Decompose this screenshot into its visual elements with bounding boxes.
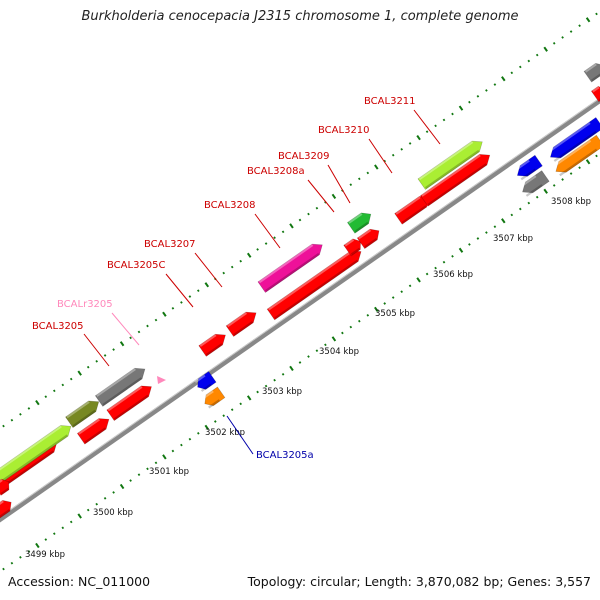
gene-label[interactable]: BCAL3209 xyxy=(278,151,330,162)
kbp-tick-label: 3503 kbp xyxy=(262,387,302,397)
gene-red[interactable] xyxy=(106,381,155,422)
leader-line xyxy=(165,273,194,308)
gene-features[interactable] xyxy=(0,60,600,520)
gene-blue[interactable] xyxy=(547,117,600,162)
kbp-tick-label: 3506 kbp xyxy=(433,270,473,280)
leader-line xyxy=(413,109,441,145)
gene-label[interactable]: BCAL3210 xyxy=(318,125,370,136)
map-title: Burkholderia cenocepacia J2315 chromosom… xyxy=(81,9,519,24)
leader-line xyxy=(368,138,393,174)
leader-line xyxy=(254,213,281,249)
gene-labels: BCAL3205 BCALr3205 BCAL3205C BCAL3207 BCAL32… xyxy=(32,96,416,461)
topology-stats-text: Topology: circular; Length: 3,870,082 bp… xyxy=(247,574,591,589)
gene-orange[interactable] xyxy=(201,386,226,409)
gene-gray[interactable] xyxy=(519,170,550,198)
gene-red[interactable] xyxy=(394,192,434,225)
kbp-tick-label: 3500 kbp xyxy=(93,508,133,518)
gene-gray[interactable] xyxy=(94,364,148,407)
gene-label[interactable]: BCAL3208 xyxy=(204,200,256,211)
chromosome-backbone xyxy=(0,97,600,523)
gene-lime[interactable] xyxy=(417,136,486,190)
leader-line xyxy=(83,333,110,367)
kbp-tick-label: 3508 kbp xyxy=(551,197,591,207)
leader-line xyxy=(194,252,223,288)
gene-red[interactable] xyxy=(0,497,15,520)
gene-magenta[interactable] xyxy=(257,239,326,293)
gene-orange[interactable] xyxy=(552,134,600,177)
gene-gray[interactable] xyxy=(583,60,600,83)
gene-red[interactable] xyxy=(356,225,382,250)
lower-dotted-scale xyxy=(2,154,598,571)
gene-red[interactable] xyxy=(0,477,12,496)
gene-label[interactable]: BCAL3205C xyxy=(107,260,166,271)
label-leader-lines xyxy=(83,109,441,455)
gene-blue[interactable] xyxy=(514,154,543,181)
kbp-tick-label: 3499 kbp xyxy=(25,550,65,560)
leader-line xyxy=(307,179,335,213)
gene-olive[interactable] xyxy=(65,396,103,429)
gene-label[interactable]: BCAL3211 xyxy=(364,96,416,107)
leader-line xyxy=(226,415,254,455)
upper-dotted-scale xyxy=(2,12,598,428)
gene-red[interactable] xyxy=(266,246,365,321)
gene-red[interactable] xyxy=(225,308,260,337)
kbp-tick-label: 3507 kbp xyxy=(493,234,533,244)
gene-red[interactable] xyxy=(198,330,229,357)
gene-red[interactable] xyxy=(343,236,365,257)
kbp-tick-label: 3505 kbp xyxy=(375,309,415,319)
gene-lime[interactable] xyxy=(0,421,75,484)
gene-green[interactable] xyxy=(347,209,374,234)
kbp-tick-label: 3504 kbp xyxy=(319,347,359,357)
accession-text: Accession: NC_011000 xyxy=(8,574,151,589)
gene-label[interactable]: BCAL3207 xyxy=(144,239,196,250)
leader-line xyxy=(111,312,140,346)
gene-red[interactable] xyxy=(590,84,600,103)
gene-label[interactable]: BCAL3205a xyxy=(256,450,314,461)
gene-label[interactable]: BCALr3205 xyxy=(57,299,113,310)
gene-blue[interactable] xyxy=(194,371,217,393)
gene-label[interactable]: BCAL3205 xyxy=(32,321,84,332)
leader-line xyxy=(327,164,351,204)
rrna-marker[interactable] xyxy=(157,376,166,384)
kbp-ticks: 3499 kbp 3500 kbp 3501 kbp 3502 kbp 3503 kbp… xyxy=(25,197,591,560)
kbp-tick-label: 3501 kbp xyxy=(149,467,189,477)
kbp-tick-label: 3502 kbp xyxy=(205,428,245,438)
gene-label[interactable]: BCAL3208a xyxy=(247,166,305,177)
gene-red[interactable] xyxy=(76,414,112,445)
gene-red[interactable] xyxy=(420,150,493,207)
